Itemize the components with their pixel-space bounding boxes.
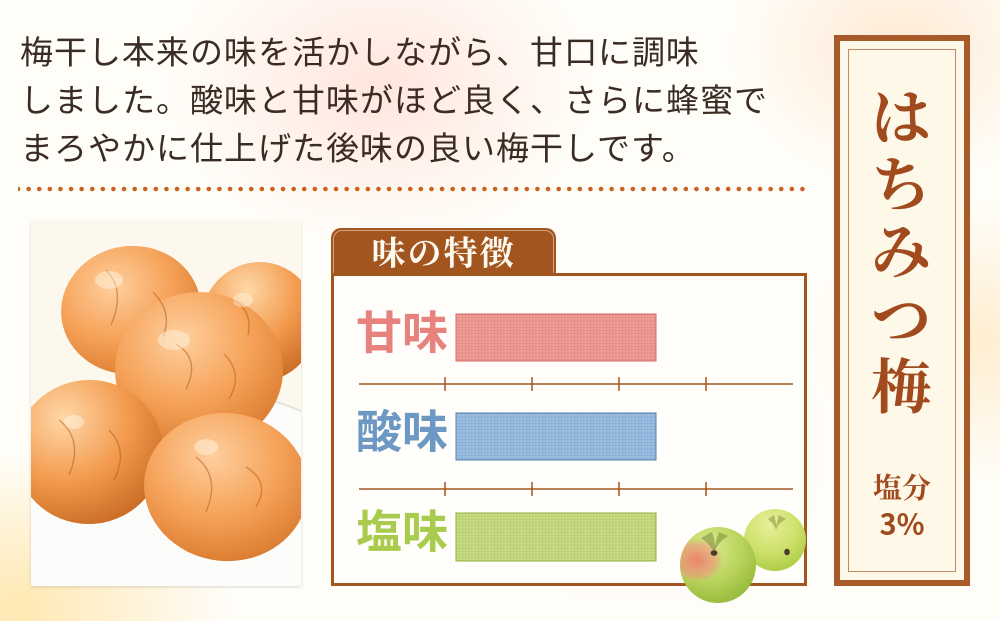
svg-text:酸味: 酸味 (356, 396, 448, 462)
svg-text:塩味: 塩味 (356, 496, 448, 562)
svg-text:甘味: 甘味 (356, 297, 448, 363)
